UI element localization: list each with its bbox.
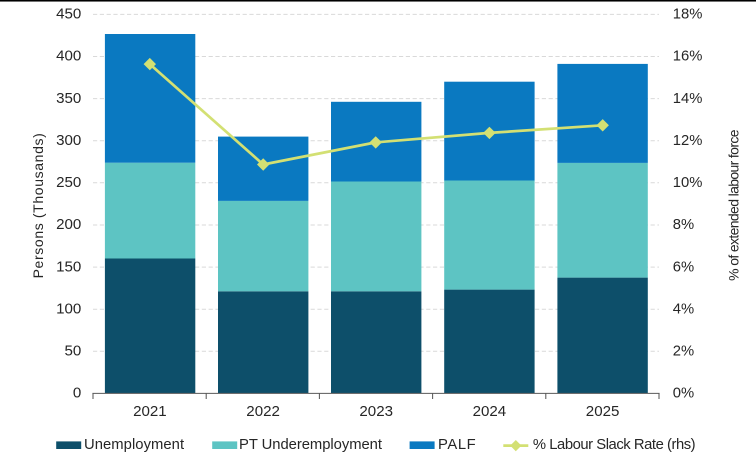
- svg-text:14%: 14%: [673, 91, 703, 107]
- svg-text:Persons (Thousands): Persons (Thousands): [30, 133, 46, 279]
- svg-text:6%: 6%: [673, 259, 694, 275]
- svg-text:200: 200: [56, 216, 81, 233]
- svg-text:8%: 8%: [673, 217, 694, 233]
- svg-text:250: 250: [56, 174, 81, 191]
- svg-text:% of extended labour force: % of extended labour force: [726, 129, 742, 281]
- svg-text:PALF: PALF: [438, 437, 476, 453]
- svg-text:Unemployment: Unemployment: [84, 437, 184, 453]
- svg-text:0: 0: [73, 385, 81, 402]
- svg-text:PT Underemployment: PT Underemployment: [239, 437, 382, 453]
- svg-text:% Labour Slack Rate (rhs): % Labour Slack Rate (rhs): [533, 437, 696, 453]
- svg-text:300: 300: [56, 132, 81, 149]
- svg-text:150: 150: [56, 258, 81, 275]
- svg-text:50: 50: [65, 343, 82, 360]
- svg-text:2024: 2024: [473, 403, 507, 420]
- svg-text:2025: 2025: [586, 403, 620, 420]
- svg-text:100: 100: [56, 300, 81, 317]
- svg-text:4%: 4%: [673, 301, 694, 317]
- svg-text:16%: 16%: [673, 49, 703, 65]
- svg-text:0%: 0%: [673, 386, 694, 402]
- svg-text:10%: 10%: [673, 175, 703, 191]
- svg-text:2022: 2022: [246, 403, 280, 420]
- svg-text:350: 350: [56, 90, 81, 107]
- svg-text:2021: 2021: [133, 403, 167, 420]
- svg-text:2%: 2%: [673, 344, 694, 360]
- svg-text:12%: 12%: [673, 133, 703, 149]
- svg-text:2023: 2023: [359, 403, 393, 420]
- svg-text:450: 450: [56, 6, 81, 23]
- svg-text:400: 400: [56, 48, 81, 65]
- svg-text:18%: 18%: [673, 7, 703, 23]
